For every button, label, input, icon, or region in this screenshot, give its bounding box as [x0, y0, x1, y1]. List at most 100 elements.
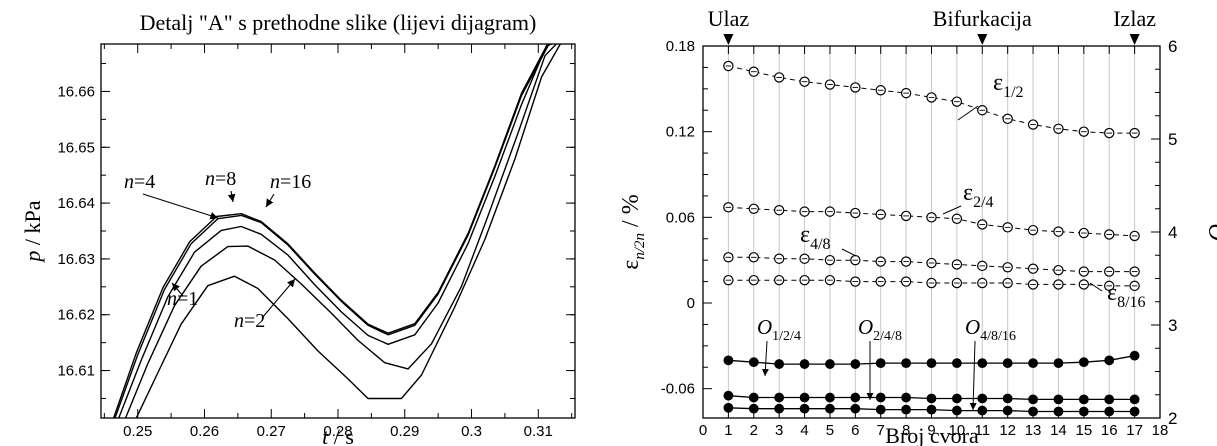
annotation--1-2: ε1/2 [993, 70, 1024, 101]
right-x-tick-label: 12 [999, 422, 1016, 439]
left-y-tick-label: 16.62 [57, 307, 95, 324]
point-filled-O2-4-8 [774, 392, 785, 403]
right-y2-tick-label: 5 [1168, 130, 1177, 149]
point-filled-O2-4-8 [901, 392, 912, 403]
label-n-8: n=8 [205, 168, 236, 190]
top-marker-arrow-ulaz [723, 34, 734, 45]
right-y-tick-label: 0 [687, 295, 695, 312]
right-x-tick-label: 8 [902, 422, 910, 439]
right-y2-axis-label: O [1203, 223, 1217, 240]
top-marker-label-ulaz: Ulaz [708, 6, 750, 31]
annotation-O2-4-8-sub: 2/4/8 [873, 329, 902, 344]
top-marker-arrow-bifurkacija [977, 34, 988, 45]
right-x-tick-label: 10 [949, 422, 966, 439]
point-filled-O1-2-4 [850, 359, 861, 369]
annotation--8-16: ε8/16 [1107, 280, 1146, 311]
top-markers: Ulaz Bifurkacija Izlaz [708, 6, 1156, 45]
right-axis-ticks: 0 1 2 3 4 5 6 7 8 9 10 11 12 13 14 15 16 17 18-0.0600.060.… [661, 37, 1178, 439]
annotation--8-16-sub: 8/16 [1117, 294, 1145, 311]
point-filled-O1-2-4 [1129, 350, 1140, 361]
series-line--4-8 [728, 256, 1135, 273]
annotation-leader--4-8 [841, 248, 857, 257]
label-value: =4 [134, 171, 155, 193]
point-filled-O4-8-16 [825, 403, 835, 414]
right-x-axis-label: Broj cvora [885, 423, 979, 446]
point-filled-O4-8-16 [723, 402, 734, 413]
right-x-tick-label: 16 [1101, 422, 1118, 439]
point-filled-O2-4-8 [926, 393, 937, 404]
right-x-tick-label: 3 [775, 422, 783, 439]
convergence-chart: 0 1 2 3 4 5 6 7 8 9 10 11 12 13 14 15 16 17 18-0.0600.060.… [618, 6, 1217, 446]
top-marker-label-izlaz: Izlaz [1113, 6, 1156, 31]
right-y-tick-label: 0.12 [666, 124, 695, 141]
label-value: =8 [215, 168, 236, 190]
right-x-tick-label: 17 [1126, 422, 1143, 439]
label-var: n [234, 310, 244, 332]
annotation-O4-8-16: O4/8/16 [965, 315, 1016, 344]
point-filled-O4-8-16 [799, 403, 810, 414]
point-filled-O4-8-16 [1104, 406, 1115, 417]
top-marker-arrow-izlaz [1129, 34, 1140, 45]
left-y-tick-label: 16.63 [57, 251, 95, 268]
left-y-tick-label: 16.65 [57, 139, 95, 156]
point-filled-O2-4-8 [1002, 393, 1013, 404]
right-x-tick-label: 0 [699, 422, 707, 439]
point-filled-O2-4-8 [850, 392, 861, 403]
label-arrow-n-16 [265, 193, 275, 208]
left-annotations: n=1n=2n=4 n=8 n=16 [124, 168, 311, 332]
left-x-tick-label: 0.29 [390, 423, 419, 440]
label-var: n [124, 171, 134, 193]
left-x-tick-label: 0.25 [123, 423, 152, 440]
annotation--8-16-base: ε [1107, 280, 1117, 306]
annotation--4-8-base: ε [800, 222, 810, 248]
annotation-O1-2-4-base: O [757, 315, 772, 339]
point-filled-O2-4-8 [799, 392, 810, 403]
right-x-tick-label: 11 [974, 422, 990, 439]
point-filled-O1-2-4 [1078, 357, 1089, 368]
annotation--2-4-base: ε [963, 180, 973, 206]
right-series-group [723, 60, 1140, 417]
right-x-tick-label: 7 [877, 422, 885, 439]
left-x-tick-label: 0.26 [190, 423, 219, 440]
label-var: n [167, 288, 177, 310]
label-arrow-n-8 [227, 190, 236, 203]
left-series-group [112, 44, 561, 418]
right-x-tick-label: 2 [750, 422, 758, 439]
point-filled-O1-2-4 [951, 358, 962, 369]
annotation-O2-4-8-base: O [858, 315, 873, 339]
point-filled-O2-4-8 [875, 392, 886, 403]
point-filled-O4-8-16 [926, 404, 937, 415]
annotation-O4-8-16-base: O [965, 315, 980, 339]
point-filled-O4-8-16 [1078, 406, 1089, 417]
right-y2-tick-label: 6 [1168, 37, 1177, 56]
point-filled-O4-8-16 [977, 405, 988, 416]
pressure-curve-n-1 [135, 44, 561, 418]
point-filled-O1-2-4 [774, 359, 785, 369]
series-line--2-4 [728, 206, 1135, 237]
left-y-axis-label: p / kPa [20, 200, 45, 263]
point-filled-O2-4-8 [1104, 394, 1115, 405]
label-arrow-n-2 [261, 278, 296, 319]
right-x-tick-label: 13 [1025, 422, 1042, 439]
left-axis-ticks: 0.25 0.26 0.27 0.28 0.29 0.3 0.31 16.61 16.62 16.… [57, 44, 575, 440]
annotation--1-2-sub: 1/2 [1003, 84, 1023, 101]
point-filled-O1-2-4 [748, 357, 759, 368]
annotation-O4-8-16-sub: 4/8/16 [980, 329, 1016, 344]
annotation--1-2-base: ε [993, 70, 1003, 96]
annotation-leader--8-16 [1089, 282, 1103, 292]
point-filled-O1-2-4 [901, 358, 912, 369]
point-filled-O1-2-4 [1028, 358, 1038, 369]
right-y2-tick-label: 3 [1168, 316, 1177, 335]
annotation-leader--1-2 [957, 105, 979, 121]
label-var: n [205, 168, 215, 190]
right-x-tick-label: 5 [826, 422, 834, 439]
pressure-detail-chart: Detalj "A" s prethodne slike (lijevi dij… [20, 10, 576, 446]
point-filled-O1-2-4 [723, 355, 734, 366]
annotation-leader-O1-2-4 [761, 340, 769, 377]
pressure-curve-n-8 [114, 44, 550, 418]
pressure-curve-n-16 [112, 44, 549, 418]
left-y-tick-label: 16.64 [57, 195, 95, 212]
left-y-tick-label: 16.61 [57, 363, 95, 380]
right-y-tick-label: -0.06 [661, 381, 695, 398]
